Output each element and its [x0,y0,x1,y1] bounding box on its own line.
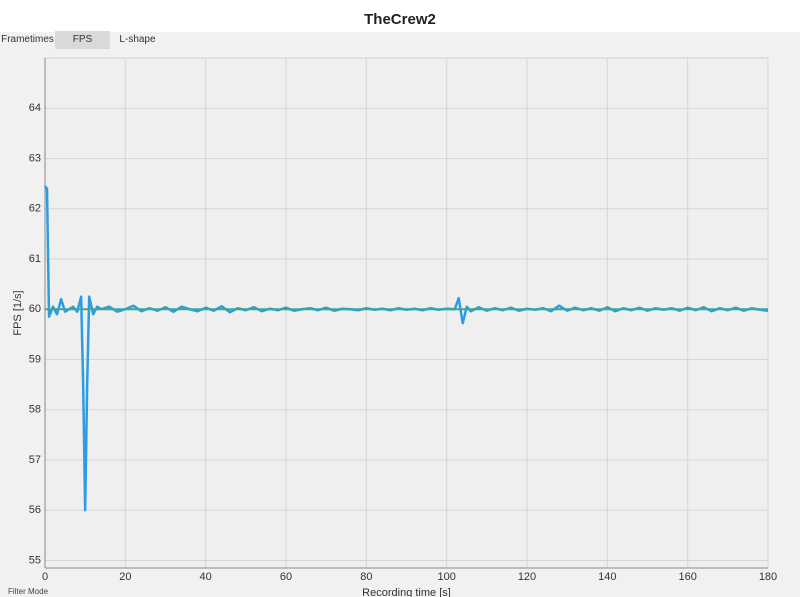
plot-area [44,57,769,569]
y-tick-label: 61 [29,253,41,265]
y-tick-label: 60 [29,303,41,315]
y-tick-label: 63 [29,152,41,164]
tab[interactable]: Frametimes [1,34,54,45]
x-tick-label: 180 [759,571,777,583]
x-axis-label: Recording time [s] [362,587,451,597]
y-tick-label: 56 [29,504,41,516]
x-tick-label: 160 [678,571,696,583]
y-tick-label: 62 [29,203,41,215]
y-tick-label: 55 [29,554,41,566]
tab[interactable]: FPS [55,31,110,49]
y-tick-label: 59 [29,353,41,365]
tab[interactable]: L-shape [119,34,156,45]
x-tick-label: 140 [598,571,616,583]
header: TheCrew2 [0,0,800,32]
filter-mode[interactable]: Filter Mode [8,587,49,596]
x-tick-label: 80 [360,571,372,583]
x-tick-label: 120 [518,571,536,583]
y-tick-label: 64 [29,102,41,114]
y-tick-label: 57 [29,454,41,466]
y-tick-label: 58 [29,404,41,416]
x-tick-label: 20 [119,571,131,583]
x-tick-label: 100 [437,571,455,583]
x-tick-label: 60 [280,571,292,583]
x-tick-label: 0 [42,571,48,583]
tab-bar: Frametimes FPS L-shape [0,31,165,49]
y-axis-label: FPS [1/s] [12,290,24,335]
chart-title: TheCrew2 [364,11,436,28]
x-tick-label: 40 [200,571,212,583]
